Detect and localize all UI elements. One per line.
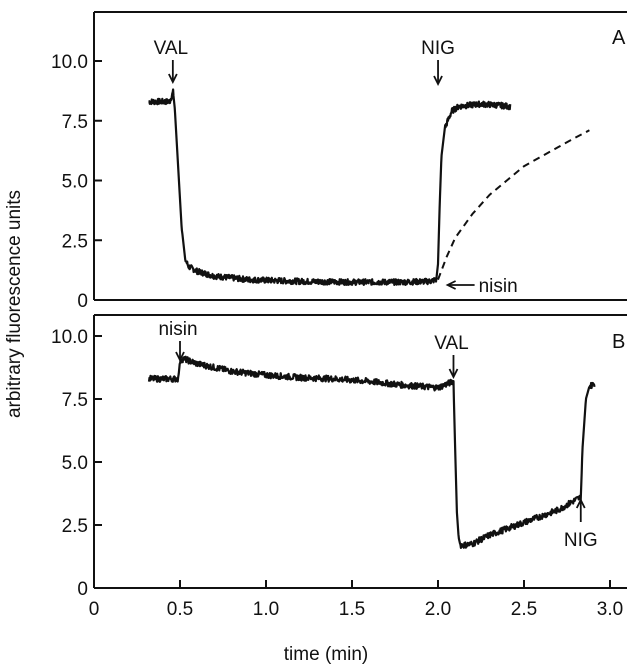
panel-b-y-ticks: 10.0 7.5 5.0 2.5 0	[51, 327, 102, 600]
annotation-nig-b: NIG	[564, 530, 598, 551]
panel-a-series	[148, 88, 590, 286]
arrowhead-nisin-a	[445, 280, 457, 290]
annotation-val-b: VAL	[434, 333, 469, 354]
annotation-nisin-a: nisin	[479, 276, 518, 297]
panel-a-dashed-trace	[437, 129, 590, 281]
x-tick-label: 1.5	[339, 599, 365, 620]
panel-b-series	[147, 355, 596, 549]
panel-a: 10.0 7.5 5.0 2.5 0 VAL NIG nisin A	[51, 11, 627, 312]
arrowhead-nig-a	[433, 75, 443, 87]
x-tick-label: 2.5	[511, 599, 537, 620]
panel-b-trace	[147, 355, 596, 549]
arrowhead-val-b	[448, 368, 459, 380]
panel-b-y-tick-label: 7.5	[62, 390, 88, 411]
panel-a-y-tick-label: 0	[77, 291, 88, 312]
panel-a-y-tick-label: 7.5	[62, 112, 88, 133]
panel-b-x-ticks: 0 0.5 1.0 1.5 2.0 2.5 3.0	[89, 580, 623, 620]
x-tick-label: 1.0	[253, 599, 279, 620]
annotation-nig-a: NIG	[421, 38, 455, 59]
panel-a-y-tick-label: 10.0	[51, 52, 88, 73]
panel-a-y-tick-label: 2.5	[62, 231, 88, 252]
panel-label-b: B	[612, 331, 625, 353]
panel-a-y-ticks: 10.0 7.5 5.0 2.5 0	[51, 52, 102, 312]
x-tick-label: 0	[89, 599, 100, 620]
panel-b: 10.0 7.5 5.0 2.5 0 0 0.5 1.0 1.5 2.0 2.5 3.0 nisin…	[51, 314, 627, 620]
y-axis-title: arbitrary fluorescence units	[4, 190, 25, 418]
annotation-nisin-b: nisin	[158, 319, 197, 340]
x-axis-title: time (min)	[284, 644, 368, 665]
x-tick-label: 2.0	[425, 599, 451, 620]
x-tick-label: 3.0	[597, 599, 623, 620]
x-tick-label: 0.5	[167, 599, 193, 620]
panel-a-y-tick-label: 5.0	[62, 172, 88, 193]
panel-b-y-tick-label: 0	[77, 579, 88, 600]
panel-a-trace	[148, 88, 512, 286]
panel-label-a: A	[612, 27, 626, 49]
annotation-val-a: VAL	[154, 38, 189, 59]
panel-b-y-tick-label: 10.0	[51, 327, 88, 348]
panel-b-y-tick-label: 2.5	[62, 516, 88, 537]
panel-b-y-tick-label: 5.0	[62, 453, 88, 474]
arrowhead-nig-b	[575, 497, 586, 509]
arrowhead-val-a	[168, 73, 178, 85]
panel-a-annotations: VAL NIG nisin	[154, 38, 518, 297]
arrowhead-nisin-b	[175, 351, 185, 363]
panel-b-annotations: nisin VAL NIG	[158, 319, 597, 551]
